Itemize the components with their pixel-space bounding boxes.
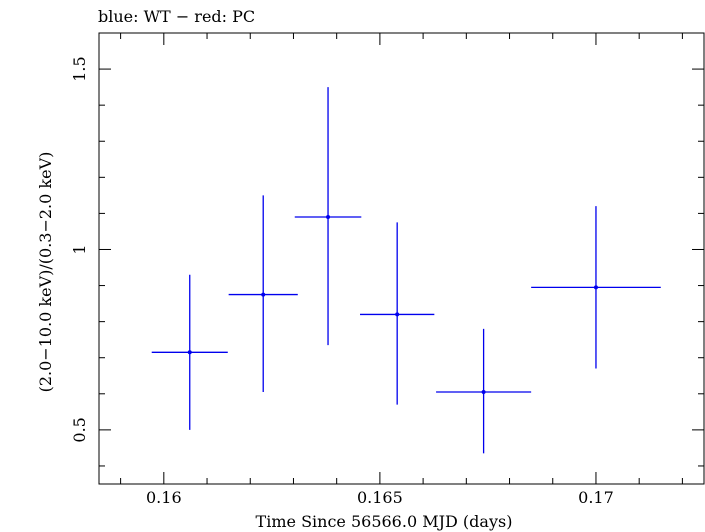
x-tick-label: 0.165 [357, 488, 403, 507]
point-marker [395, 312, 400, 317]
y-tick-label: 1.5 [70, 56, 89, 81]
x-tick-label: 0.16 [146, 488, 182, 507]
data-point [360, 222, 435, 405]
point-marker [326, 215, 331, 220]
data-point [436, 328, 532, 454]
y-axis-label: (2.0−10.0 keV)/(0.3−2.0 keV) [36, 152, 55, 393]
data-point [294, 87, 362, 346]
chart-title: blue: WT − red: PC [98, 7, 255, 26]
data-point [531, 206, 661, 369]
point-marker [593, 285, 598, 290]
axis-ticks [99, 32, 704, 484]
data-points [151, 87, 661, 454]
point-marker [261, 292, 266, 297]
tick-labels: 0.16 0.165 0.17 0.5 1 1.5 [70, 56, 614, 507]
data-point [151, 274, 228, 430]
data-point [228, 195, 298, 392]
point-marker [481, 389, 486, 394]
point-marker [187, 350, 192, 355]
y-tick-label: 0.5 [70, 417, 89, 442]
x-tick-label: 0.17 [578, 488, 614, 507]
y-tick-label: 1 [70, 244, 89, 254]
plot-frame [98, 32, 705, 485]
x-axis-label: Time Since 56566.0 MJD (days) [256, 512, 513, 531]
